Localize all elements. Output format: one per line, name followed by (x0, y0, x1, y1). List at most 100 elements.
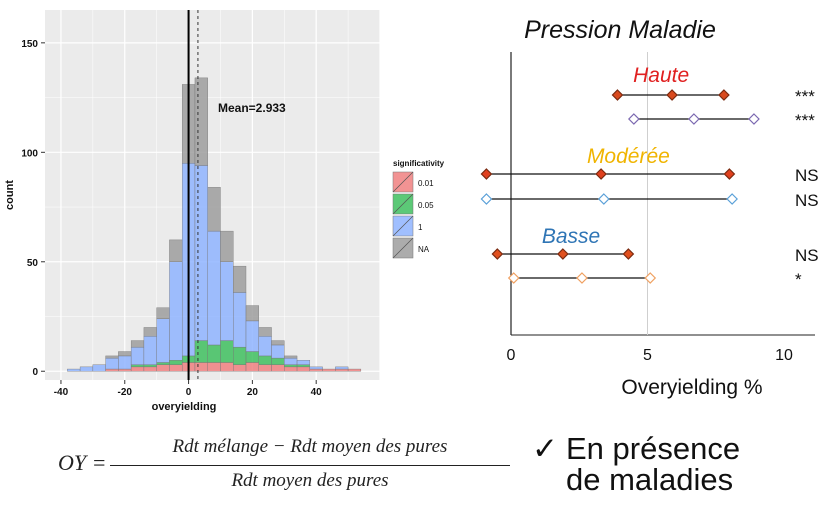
y-tick-label: 50 (27, 258, 39, 269)
x-tick-label: -40 (54, 387, 69, 398)
histogram-bar-1 (105, 357, 119, 370)
histogram-chart: 0 50 100 150 -40 -20 0 20 40 Mean=2.933 overyie… (4, 10, 445, 413)
histogram-bar-1 (284, 357, 298, 365)
histogram-bar-1 (67, 368, 81, 372)
forest-group-label: Basse (542, 225, 600, 248)
histogram-bar-1 (143, 336, 157, 365)
forest-point (480, 168, 493, 180)
forest-plot: Pression Maladie Haute Modérée Basse *** **… (480, 16, 819, 399)
histogram-bar-0.01 (271, 364, 285, 372)
histogram-legend: significativity 0.01 0.05 1 NA (392, 159, 445, 259)
y-tick-label: 0 (32, 367, 38, 378)
histogram-bar-NA (258, 327, 272, 337)
histogram-bar-0.05 (258, 355, 272, 365)
check-icon: ✓ (532, 431, 558, 466)
forest-point (576, 272, 588, 284)
histogram-bar-0.05 (296, 364, 311, 368)
histogram-bar-1 (271, 344, 285, 359)
histogram-bar-1 (335, 366, 349, 370)
forest-point (644, 272, 657, 284)
histogram-bar-0.05 (271, 357, 285, 365)
histogram-bar-0.01 (143, 366, 157, 372)
histogram-bar-1 (258, 336, 272, 357)
forest-group-labels: Haute Modérée Basse (542, 64, 689, 248)
histogram-reference-lines (187, 10, 199, 380)
legend-swatch-slash (392, 215, 414, 237)
conclusion-text: ✓ En présence de maladies (532, 433, 822, 495)
histogram-bar-NA (207, 187, 221, 232)
forest-point (622, 248, 635, 260)
histogram-bar-0.01 (156, 364, 170, 372)
histogram-bar-0.01 (296, 366, 311, 372)
histogram-bar-1 (309, 366, 323, 370)
histogram-bar-0.01 (169, 364, 183, 372)
forest-point (748, 113, 760, 125)
forest-point (597, 193, 610, 205)
histogram-bar-NA (245, 305, 259, 322)
histogram-y-ticks: 0 50 100 150 (21, 39, 45, 378)
x-tick-label: 40 (311, 387, 323, 398)
histogram-bar-1 (169, 261, 183, 361)
conclusion-line-1: En présence (566, 431, 741, 466)
histogram-bar-NA (105, 355, 119, 359)
histogram-bar-0.05 (245, 351, 259, 363)
forest-title: Pression Maladie (524, 16, 716, 44)
histogram-bar-1 (130, 346, 145, 365)
forest-x-axis-label: Overyielding % (621, 376, 762, 399)
formula-numerator: Rdt mélange − Rdt moyen des pures (172, 436, 448, 457)
forest-point (557, 248, 569, 260)
forest-point (688, 113, 700, 125)
forest-point (595, 168, 607, 180)
histogram-bar-1 (220, 261, 234, 341)
formula-lhs: OY = (58, 450, 107, 475)
histogram-bar-0.01 (245, 362, 259, 372)
formula-denominator: Rdt moyen des pures (231, 470, 389, 491)
histogram-bar-0.01 (105, 368, 119, 372)
histogram-y-axis-label: count (4, 180, 16, 210)
forest-point (480, 193, 493, 205)
histogram-bar-0.01 (118, 368, 132, 372)
histogram-bar-0.01 (347, 368, 362, 372)
forest-group-label: Modérée (587, 145, 670, 168)
histogram-bar-0.01 (322, 368, 336, 372)
histogram-bar-1 (233, 292, 247, 348)
forest-x-tick-label: 10 (775, 347, 793, 364)
histogram-bar-0.05 (220, 340, 234, 363)
histogram-bar-NA (194, 77, 208, 166)
histogram-bar-1 (79, 366, 94, 372)
histogram-bar-0.01 (335, 368, 349, 372)
forest-group-label: Haute (633, 64, 689, 87)
histogram-x-ticks: -40 -20 0 20 40 (54, 380, 322, 398)
x-tick-label: -20 (118, 387, 133, 398)
x-tick-label: 0 (186, 387, 192, 398)
legend-label-1: 1 (418, 223, 423, 232)
histogram-bar-NA (169, 239, 183, 262)
histogram-bar-1 (156, 318, 170, 363)
histogram-bar-0.05 (156, 362, 170, 365)
histogram-bar-1 (194, 165, 208, 341)
histogram-x-axis-label: overyielding (152, 401, 217, 413)
legend-label-0.05: 0.05 (418, 201, 434, 210)
forest-significance: *** (795, 87, 815, 106)
forest-significance: NS (795, 246, 819, 265)
histogram-bar-0.01 (130, 366, 145, 372)
forest-significance: *** (795, 111, 815, 130)
histogram-bar-0.05 (284, 364, 298, 368)
forest-x-tick-label: 5 (643, 347, 652, 364)
histogram-bar-NA (130, 340, 145, 348)
histogram-bar-1 (118, 355, 132, 370)
forest-point (718, 89, 730, 101)
forest-significance: NS (795, 166, 819, 185)
legend-swatch-slash (392, 193, 414, 215)
x-tick-label: 20 (247, 387, 259, 398)
histogram-bar-0.05 (194, 340, 208, 363)
histogram-bar-NA (220, 230, 234, 262)
histogram-bar-1 (245, 320, 259, 352)
histogram-bar-0.01 (220, 362, 234, 372)
histogram-bar-NA (271, 340, 285, 346)
histogram-bar-NA (156, 307, 170, 319)
legend-swatch-slash (392, 237, 414, 259)
forest-point (491, 248, 504, 260)
forest-point (611, 89, 624, 101)
histogram-bar-1 (296, 360, 311, 365)
